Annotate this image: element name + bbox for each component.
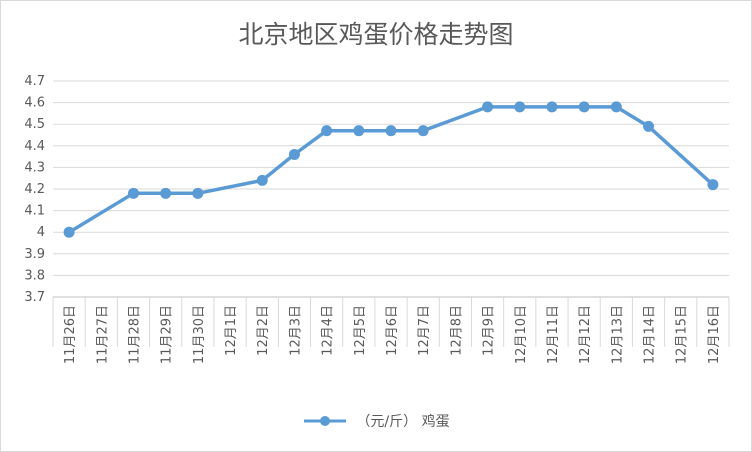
x-tick-label: 12月4日 — [321, 305, 336, 356]
x-tick-label: 12月3日 — [288, 305, 303, 356]
y-tick-label: 4.5 — [24, 117, 45, 132]
gridlines — [53, 80, 729, 276]
data-point — [417, 125, 429, 137]
y-tick-label: 3.9 — [24, 247, 45, 262]
series-layer — [63, 101, 719, 238]
plot-area: 3.73.83.944.14.24.34.44.54.64.7 11月26日 11… — [24, 74, 730, 364]
data-point — [482, 101, 494, 113]
legend-swatch — [304, 416, 347, 426]
data-point — [256, 174, 268, 186]
x-tick-label: 12月8日 — [449, 305, 464, 356]
y-tick-label: 4.2 — [24, 182, 45, 197]
y-tick-label: 3.8 — [24, 268, 45, 283]
legend: （元/斤） 鸡蛋 — [1, 411, 751, 431]
x-tick-label: 11月27日 — [95, 305, 110, 364]
x-tick-label: 12月11日 — [546, 305, 561, 364]
data-point — [192, 187, 204, 199]
data-point — [610, 101, 622, 113]
y-tick-label: 4.4 — [24, 139, 45, 154]
y-tick-label: 4.7 — [24, 74, 45, 89]
data-point — [353, 125, 365, 137]
chart-title: 北京地区鸡蛋价格走势图 — [238, 20, 514, 49]
data-point — [578, 101, 590, 113]
x-tick-label: 12月1日 — [224, 305, 239, 356]
x-tick-label: 12月2日 — [256, 305, 271, 356]
x-tick-label: 11月26日 — [63, 305, 78, 364]
y-tick-label: 4.3 — [24, 160, 45, 175]
x-tick-label: 12月13日 — [610, 305, 625, 364]
x-tick-label: 12月14日 — [643, 305, 658, 364]
y-tick-label: 3.7 — [24, 290, 45, 305]
x-tick-label: 12月10日 — [514, 305, 529, 364]
data-point — [707, 179, 719, 191]
data-point — [385, 125, 397, 137]
data-point — [63, 226, 75, 238]
data-point — [546, 101, 558, 113]
y-tick-label: 4 — [37, 225, 45, 240]
data-point — [643, 120, 655, 132]
x-tick-label: 11月30日 — [192, 305, 207, 364]
x-tick-label: 12月15日 — [675, 305, 690, 364]
x-tick-labels: 11月26日 11月27日 11月28日 11月29日 11月30日 12月1日 12月2日… — [63, 305, 722, 364]
x-tick-label: 11月29日 — [160, 305, 175, 364]
y-tick-label: 4.1 — [24, 204, 45, 219]
data-point — [514, 101, 526, 113]
x-tick-label: 12月9日 — [482, 305, 497, 356]
x-tick-label: 12月16日 — [707, 305, 722, 364]
y-tick-label: 4.6 — [24, 96, 45, 111]
x-tick-label: 11月28日 — [127, 305, 142, 364]
data-point — [288, 148, 300, 160]
x-tick-label: 12月5日 — [353, 305, 368, 356]
data-point — [321, 125, 333, 137]
legend-label: （元/斤） 鸡蛋 — [356, 414, 450, 430]
data-point — [160, 187, 172, 199]
data-point — [127, 187, 139, 199]
x-tick-label: 12月6日 — [385, 305, 400, 356]
axes — [52, 296, 730, 347]
y-tick-labels: 3.7 3.8 3.9 4 4.1 4.2 4.3 4.4 4.5 4.6 4.7 — [24, 74, 45, 305]
x-tick-label: 12月7日 — [417, 305, 432, 356]
x-tick-label: 12月12日 — [578, 305, 593, 364]
